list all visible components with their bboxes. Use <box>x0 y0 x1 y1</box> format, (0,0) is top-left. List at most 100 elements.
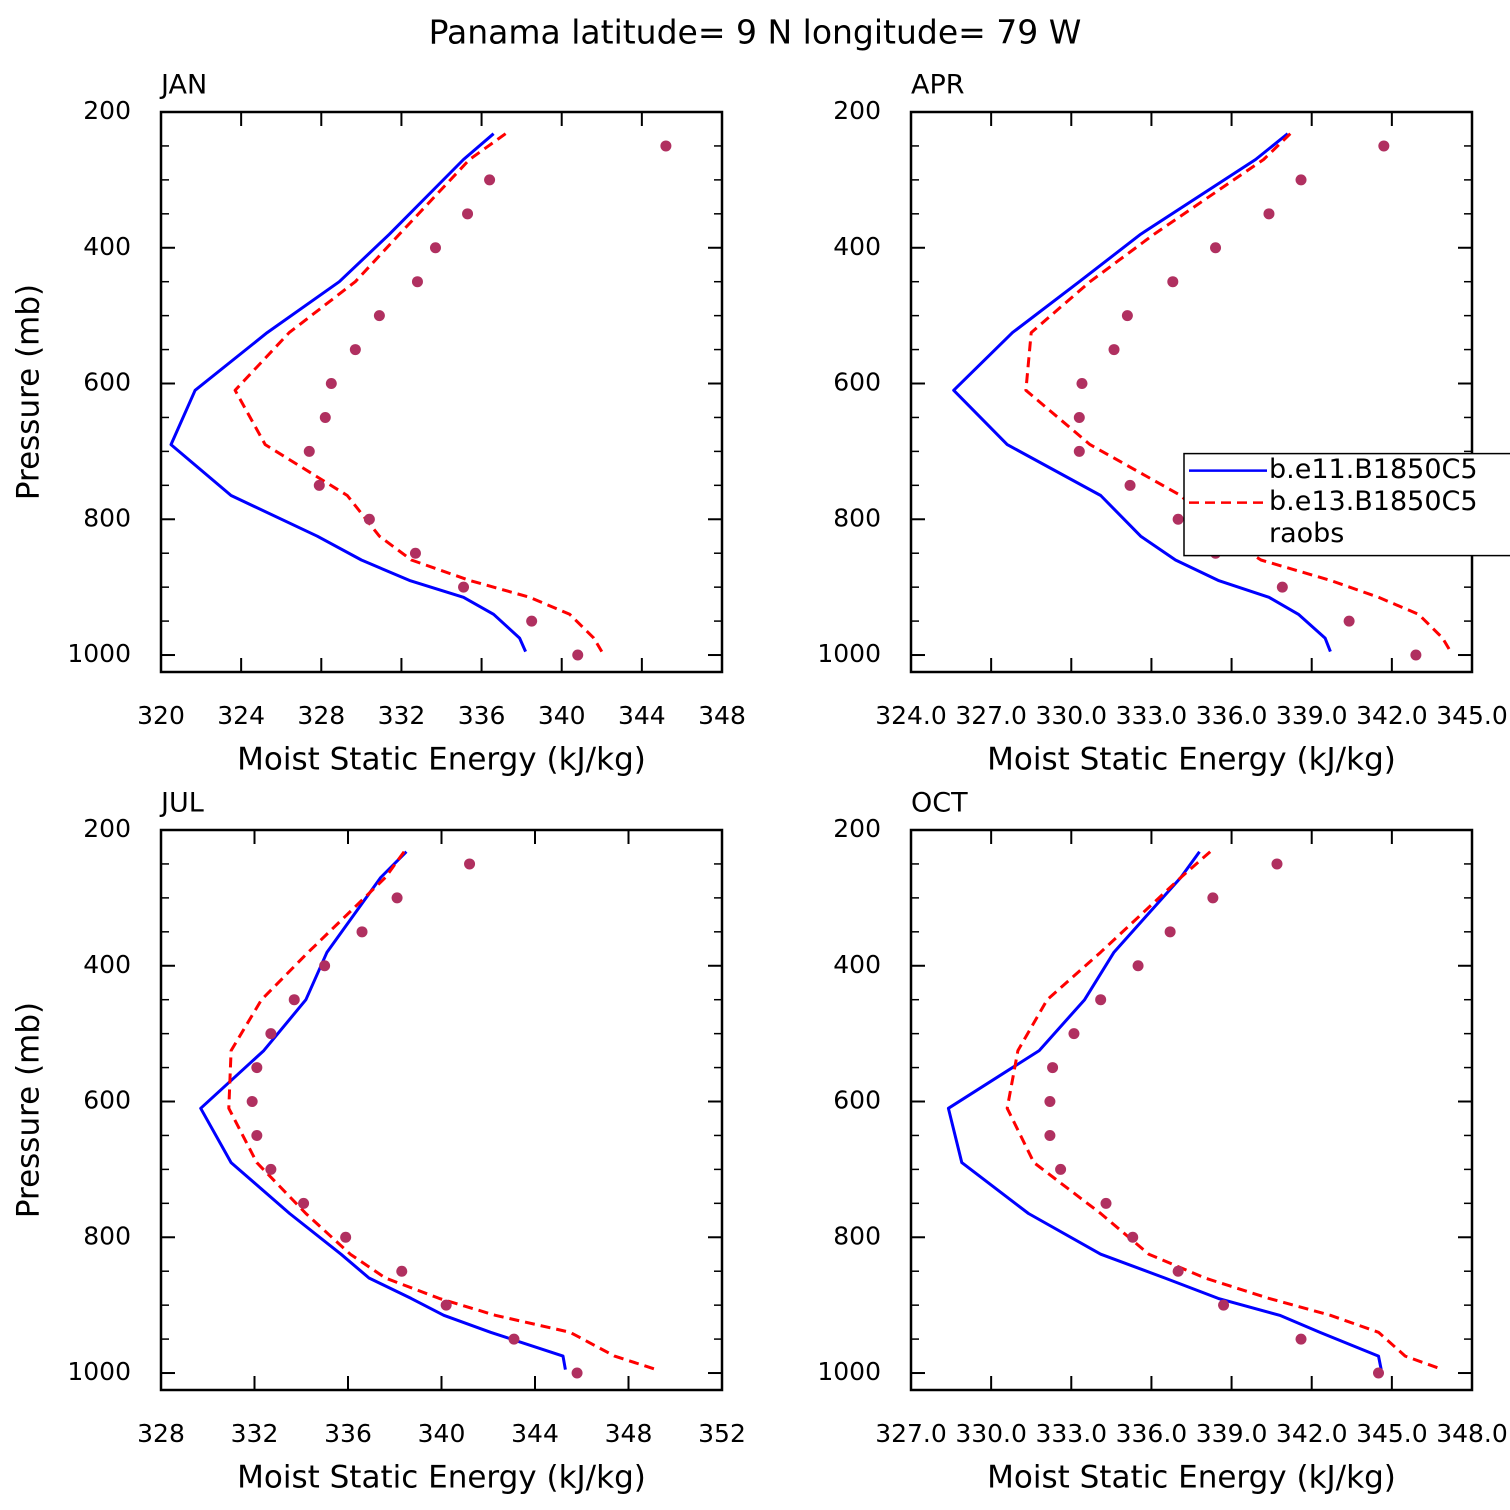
raob-point <box>440 1299 452 1311</box>
y-tick-label: 200 <box>833 814 881 843</box>
raob-point <box>429 242 441 254</box>
x-axis-label: Moist Static Energy (kJ/kg) <box>237 742 646 778</box>
raob-point <box>1295 1333 1307 1345</box>
x-axis-label: Moist Static Energy (kJ/kg) <box>987 1460 1396 1496</box>
y-tick-label: 600 <box>83 1086 131 1115</box>
y-tick-label: 400 <box>833 232 881 261</box>
raob-point <box>1263 208 1275 220</box>
raob-point <box>396 1265 408 1277</box>
raob-point <box>1095 994 1107 1006</box>
x-tick-label: 333.0 <box>1035 1419 1107 1448</box>
y-tick-label: 200 <box>83 96 131 125</box>
raob-point <box>1108 344 1120 356</box>
x-tick-label: 333.0 <box>1116 701 1188 730</box>
y-tick-label: 1000 <box>817 639 881 668</box>
raob-point <box>319 411 331 423</box>
x-axis-label: Moist Static Energy (kJ/kg) <box>237 1460 646 1496</box>
raob-point <box>1100 1197 1112 1209</box>
x-tick-label: 328 <box>137 1419 185 1448</box>
raob-point <box>1343 615 1355 627</box>
raob-point <box>1218 1299 1230 1311</box>
x-tick-label: 344 <box>618 701 666 730</box>
x-tick-label: 336.0 <box>1196 701 1268 730</box>
series-line <box>233 132 604 653</box>
plot-area <box>169 132 672 661</box>
x-tick-label: 324 <box>217 701 265 730</box>
series-line <box>227 850 657 1372</box>
raob-point <box>1276 581 1288 593</box>
y-tick-label: 600 <box>83 368 131 397</box>
x-tick-label: 340 <box>538 701 586 730</box>
x-tick-label: 330.0 <box>1035 701 1107 730</box>
x-tick-label: 342.0 <box>1356 701 1428 730</box>
raob-point <box>319 960 331 972</box>
y-axis-label: Pressure (mb) <box>11 284 47 500</box>
y-tick-label: 800 <box>83 503 131 532</box>
y-tick-label: 600 <box>833 368 881 397</box>
plot-area <box>946 850 1444 1379</box>
x-tick-label: 344 <box>511 1419 559 1448</box>
raob-point <box>1073 411 1085 423</box>
raob-point <box>340 1231 352 1243</box>
raob-point <box>458 581 470 593</box>
raob-point <box>349 344 361 356</box>
y-tick-label: 400 <box>83 950 131 979</box>
raob-point <box>409 547 421 559</box>
raob-point <box>356 926 368 938</box>
raob-point <box>462 208 474 220</box>
raob-point <box>288 994 300 1006</box>
raob-point <box>373 310 385 322</box>
raob-point <box>484 174 496 186</box>
raob-point <box>1410 649 1422 661</box>
series-line <box>169 132 527 653</box>
raob-point <box>1207 892 1219 904</box>
x-tick-label: 327.0 <box>875 1419 947 1448</box>
raob-point <box>1373 1367 1384 1379</box>
raob-point <box>1047 1062 1059 1074</box>
raob-point <box>325 378 337 390</box>
raob-point <box>1295 174 1307 186</box>
raob-point <box>1378 140 1390 152</box>
raob-point <box>1271 858 1283 870</box>
legend-label: raobs <box>1269 518 1344 549</box>
x-tick-label: 342.0 <box>1276 1419 1348 1448</box>
x-tick-label: 345.0 <box>1436 701 1508 730</box>
plot-frame <box>159 110 724 674</box>
x-axis-label: Moist Static Energy (kJ/kg) <box>987 742 1396 778</box>
y-tick-label: 400 <box>833 950 881 979</box>
y-tick-label: 600 <box>833 1086 881 1115</box>
panel-title: OCT <box>911 788 968 819</box>
x-tick-label: 339.0 <box>1276 701 1348 730</box>
x-tick-label: 330.0 <box>955 1419 1027 1448</box>
raob-point <box>1076 378 1088 390</box>
legend-label: b.e13.B1850C5 <box>1269 486 1478 517</box>
x-tick-label: 336 <box>324 1419 372 1448</box>
x-tick-label: 332 <box>378 701 426 730</box>
x-tick-label: 327.0 <box>955 701 1027 730</box>
raob-point <box>1068 1028 1080 1040</box>
plot-area <box>199 850 657 1379</box>
raob-point <box>391 892 403 904</box>
panel-title: JUL <box>159 788 204 819</box>
raob-point <box>298 1197 310 1209</box>
raob-point <box>251 1129 263 1141</box>
raob-point <box>526 615 538 627</box>
y-tick-label: 800 <box>83 1221 131 1250</box>
raob-point <box>1164 926 1176 938</box>
raob-point <box>1127 1231 1139 1243</box>
raob-point <box>571 1367 583 1379</box>
plot-frame <box>159 828 724 1392</box>
raob-point <box>1124 479 1136 491</box>
raob-point <box>1073 445 1085 457</box>
x-tick-label: 328 <box>297 701 345 730</box>
figure-title: Panama latitude= 9 N longitude= 79 W <box>429 13 1082 52</box>
y-tick-label: 200 <box>83 814 131 843</box>
raob-point <box>251 1062 263 1074</box>
y-tick-label: 1000 <box>67 1357 131 1386</box>
panel-title: APR <box>911 70 965 101</box>
y-tick-label: 1000 <box>67 639 131 668</box>
y-tick-label: 1000 <box>817 1357 881 1386</box>
series-line <box>946 850 1383 1370</box>
raob-point <box>1210 242 1222 254</box>
